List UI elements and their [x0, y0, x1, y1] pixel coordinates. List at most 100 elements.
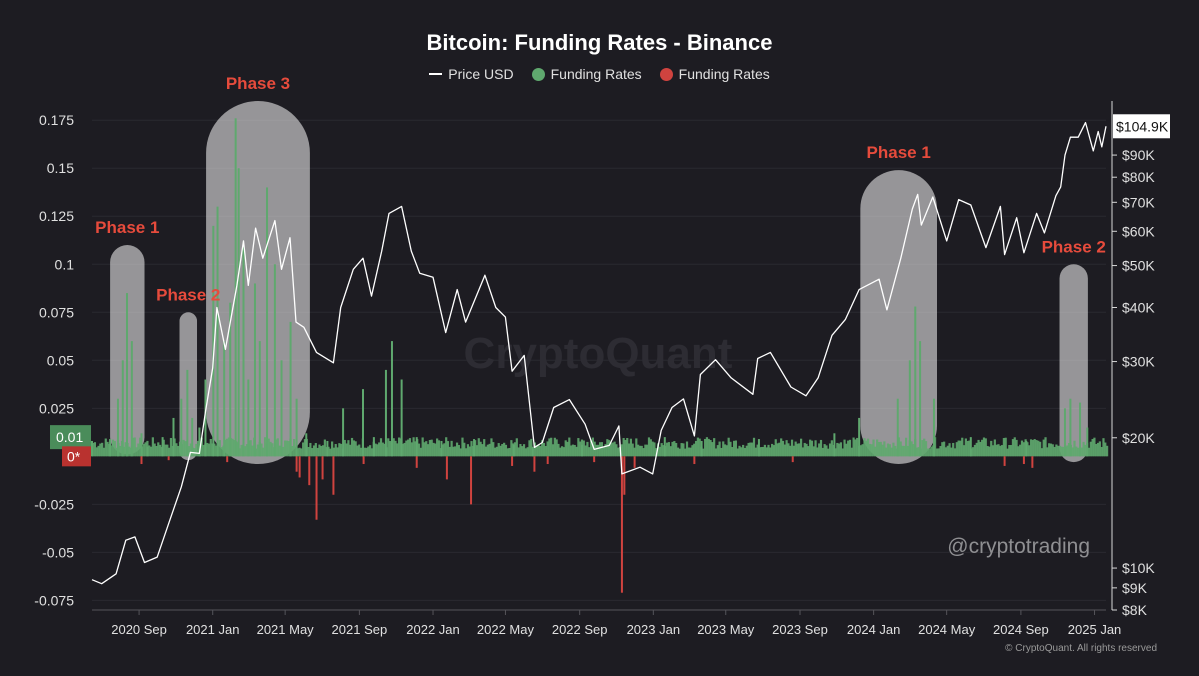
funding-bar-base — [763, 444, 766, 457]
funding-bar-base — [124, 442, 127, 457]
funding-bar-base — [828, 443, 832, 457]
funding-bar-base — [1091, 438, 1094, 457]
funding-bar-base — [455, 442, 459, 457]
funding-bar-negative — [511, 456, 514, 466]
funding-bar-base — [1066, 445, 1069, 457]
funding-bar-negative — [332, 456, 335, 495]
funding-bar-base — [644, 444, 647, 457]
phase-labels: Phase 1 Phase 2 Phase 3 Phase 1 Phase 2 — [95, 74, 1106, 304]
funding-bar-base — [872, 439, 875, 457]
funding-bar-negative — [593, 456, 596, 463]
funding-bar-base — [776, 443, 779, 457]
funding-bar-base — [675, 442, 678, 457]
funding-bar-base — [506, 448, 509, 457]
funding-bar-base — [387, 438, 390, 457]
funding-bar-base — [1098, 441, 1101, 457]
funding-bar-base — [524, 448, 527, 457]
funding-bar-base — [493, 447, 497, 457]
funding-bar-base — [1051, 444, 1054, 457]
funding-bar-base — [405, 440, 408, 457]
funding-bar-base — [300, 448, 303, 457]
funding-bar-negative — [1003, 456, 1006, 466]
funding-bar-base — [102, 447, 106, 457]
funding-bar-positive — [91, 440, 93, 457]
funding-bar-positive — [326, 440, 329, 457]
funding-bar-base — [977, 439, 980, 457]
legend-item-price[interactable]: Price USD — [429, 66, 514, 82]
funding-bar-positive — [253, 283, 256, 457]
funding-bar-base — [207, 443, 211, 457]
funding-bar-base — [680, 443, 683, 457]
funding-bar-base — [609, 442, 613, 457]
funding-bar-base — [876, 439, 879, 457]
x-tick-label: 2024 May — [918, 622, 976, 637]
funding-bar-base — [812, 446, 815, 457]
funding-bar-base — [307, 446, 310, 457]
funding-bar-base — [627, 443, 631, 457]
current-price-label: $104.9K — [1116, 118, 1169, 134]
funding-bar-base — [787, 443, 790, 457]
funding-bar-base — [905, 437, 908, 457]
funding-bar-base — [269, 441, 272, 457]
funding-bar-base — [586, 441, 589, 457]
funding-bar-base — [734, 440, 738, 457]
funding-bar-base — [195, 443, 198, 457]
funding-bar-base — [888, 444, 891, 457]
funding-bar-base — [984, 438, 987, 457]
funding-bar-base — [847, 440, 850, 457]
x-tick-label: 2024 Jan — [847, 622, 901, 637]
funding-bar-base — [522, 444, 526, 457]
funding-bar-base — [570, 445, 573, 457]
funding-bar-base — [595, 444, 598, 457]
funding-bar-base — [486, 444, 489, 457]
funding-bar-positive — [109, 439, 112, 457]
funding-bar-base — [751, 442, 754, 457]
funding-bar-base — [106, 441, 109, 457]
phase-label: Phase 1 — [95, 218, 159, 237]
legend-item-funding-positive[interactable]: Funding Rates — [531, 66, 642, 82]
funding-bar-base — [881, 444, 884, 457]
x-tick-label: 2021 Sep — [332, 622, 388, 637]
funding-bar-base — [93, 442, 97, 457]
funding-bar-base — [792, 445, 795, 457]
funding-bar-base — [588, 447, 591, 457]
funding-bar-positive — [342, 408, 345, 457]
funding-bar-base — [651, 441, 654, 457]
funding-bar-base — [559, 447, 562, 457]
funding-bar-positive — [216, 206, 219, 457]
badge-zero-label: 0* — [67, 448, 81, 464]
funding-bar-base — [761, 446, 765, 457]
funding-bar-base — [231, 438, 234, 457]
funding-bar-base — [470, 441, 473, 457]
funding-bar-positive — [1079, 402, 1082, 457]
funding-bar-base — [104, 438, 107, 457]
funding-bar-base — [468, 446, 471, 457]
funding-bar-base — [1028, 445, 1031, 457]
y-right-tick-label: $50K — [1122, 258, 1155, 274]
funding-bar-base — [845, 443, 848, 457]
funding-bar-base — [441, 444, 444, 457]
legend-item-funding-negative[interactable]: Funding Rates — [659, 66, 770, 82]
funding-bar-base — [546, 441, 549, 457]
funding-bar-base — [338, 443, 341, 457]
funding-bar-base — [99, 443, 102, 457]
funding-bar-base — [577, 438, 580, 457]
y-left-tick-label: 0.1 — [55, 256, 75, 272]
funding-bar-positive — [258, 341, 261, 457]
funding-bar-base — [943, 441, 946, 457]
funding-bar-base — [262, 447, 265, 457]
funding-bar-base — [177, 445, 180, 457]
funding-bar-base — [953, 448, 957, 457]
funding-bar-base — [975, 442, 978, 457]
badge-positive-label: 0.01 — [56, 429, 83, 445]
funding-bar-base — [285, 440, 288, 457]
funding-bar-positive — [390, 341, 393, 457]
phase-label: Phase 2 — [156, 285, 220, 304]
funding-bar-base — [760, 446, 763, 457]
funding-bar-base — [535, 445, 538, 457]
funding-bar-base — [426, 444, 430, 457]
funding-bar-base — [1019, 444, 1022, 457]
funding-bar-base — [359, 447, 363, 457]
funding-bar-base — [711, 442, 714, 457]
funding-bar-base — [729, 441, 732, 457]
